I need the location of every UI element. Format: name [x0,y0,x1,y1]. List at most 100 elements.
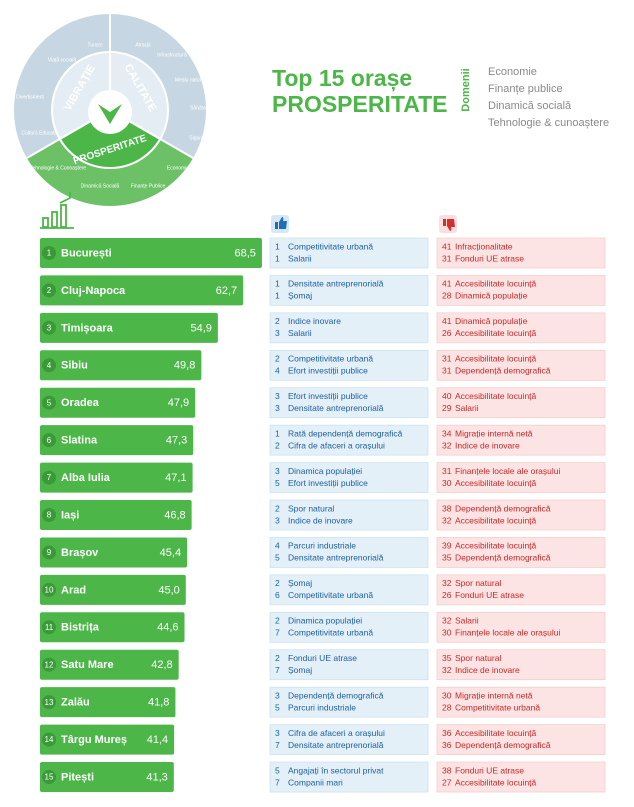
strengths-box [269,649,429,681]
bar [40,312,218,343]
weaknesses-label: Accesibilitate locuință [455,391,537,401]
wheel-item: Atracții [135,42,150,48]
bar [40,425,194,456]
weaknesses-rank: 31 [442,253,452,263]
rank: 8 [47,511,52,520]
thumbs-up-icon [271,215,289,233]
weaknesses-box [436,387,606,419]
rank-badge [42,470,56,485]
rank: 3 [47,323,52,332]
strengths-label: Rată dependență demografică [288,428,403,438]
bar [40,387,196,418]
weaknesses-rank: 26 [442,328,452,338]
rank: 1 [47,249,52,258]
weaknesses-rank: 27 [442,777,452,787]
strengths-label: Densitate antreprenorială [288,279,384,289]
city: Iași [61,509,79,521]
weaknesses-label: Dinamică populație [455,291,528,301]
city: Zalău [61,697,90,709]
strengths-rank: 5 [275,553,280,563]
bar [40,724,175,755]
rank: 7 [47,473,52,482]
wheel-item: Infrastructură [157,52,187,58]
strengths-label: Dinamica populației [288,616,362,626]
weaknesses-label: Dependență demografică [455,553,551,563]
city: Satu Mare [61,659,114,671]
strengths-label: Indice de inovare [288,515,353,525]
weaknesses-rank: 38 [442,503,452,513]
weaknesses-label: Salarii [455,616,479,626]
rank: 5 [47,398,52,407]
wheel-item: Sănătate [190,105,210,111]
weaknesses-rank: 30 [442,628,452,638]
rank: 14 [45,735,54,744]
strengths-label: Dependență demografică [288,690,384,700]
strengths-label: Parcuri industriale [288,702,356,712]
rank: 15 [45,773,54,782]
weaknesses-label: Dependență demografică [455,366,551,376]
city: Alba Iulia [61,472,111,484]
strengths-rank: 2 [275,354,280,364]
bar [40,612,185,643]
weaknesses-rank: 30 [442,690,452,700]
chevron [98,104,122,124]
strengths-label: Efort investiții publice [288,366,368,376]
domain: Economie [488,66,537,78]
value-label: 68,5 [235,247,256,259]
bar [40,762,174,793]
city: Arad [61,584,86,596]
domain: Tehnologie & cunoaștere [488,117,609,129]
strengths-rank: 1 [275,279,280,289]
strengths-rank: 7 [275,665,280,675]
wheel-item: Tehnologie & Cunoaștere [30,165,86,171]
weaknesses-label: Accesibilitate locuință [455,354,537,364]
weaknesses-rank: 32 [442,515,452,525]
growth-icon [40,192,74,229]
strengths-label: Competitivitate urbană [288,241,373,251]
weaknesses-box [436,349,606,381]
weaknesses-rank: 41 [442,241,452,251]
rank-badge [42,508,56,523]
wheel-item: Divertisment [16,94,44,100]
rank-badge [42,545,56,560]
bar [40,687,176,718]
weaknesses-rank: 31 [442,354,452,364]
weaknesses-label: Dependență demografică [455,740,551,750]
weaknesses-box [436,499,606,531]
strengths-rank: 3 [275,690,280,700]
strengths-label: Competitivitate urbană [288,354,373,364]
weaknesses-label: Indice de inovare [455,665,520,675]
strengths-rank: 1 [275,253,280,263]
value-label: 41,3 [146,771,167,783]
value-label: 47,9 [168,397,189,409]
strengths-label: Competitivitate urbană [288,590,373,600]
weaknesses-box [436,237,606,269]
weaknesses-label: Migrație internă netă [455,428,533,438]
rank-badge [42,732,56,747]
weaknesses-rank: 35 [442,653,452,663]
weaknesses-rank: 35 [442,553,452,563]
wheel-item: Economie [167,165,189,171]
strengths-box [269,424,429,456]
strengths-box [269,574,429,606]
rank: 4 [47,361,52,370]
rank-badge [42,395,56,410]
strengths-label: Densitate antreprenorială [288,553,384,563]
weaknesses-rank: 32 [442,665,452,675]
rank: 6 [47,436,52,445]
strengths-rank: 3 [275,403,280,413]
city: Timișoara [61,322,114,334]
strengths-box [269,312,429,344]
strengths-rank: 5 [275,702,280,712]
wheel-green-inner [58,108,162,169]
bar [40,275,244,306]
city: Târgu Mureș [61,734,127,746]
rank-badge [42,657,56,672]
strengths-box [269,462,429,493]
value-label: 46,8 [164,509,185,521]
strengths-label: Efort investiții publice [288,478,368,488]
strengths-box [269,686,429,718]
strengths-box [269,537,429,568]
strengths-rank: 3 [275,466,280,476]
strengths-box [269,724,429,755]
